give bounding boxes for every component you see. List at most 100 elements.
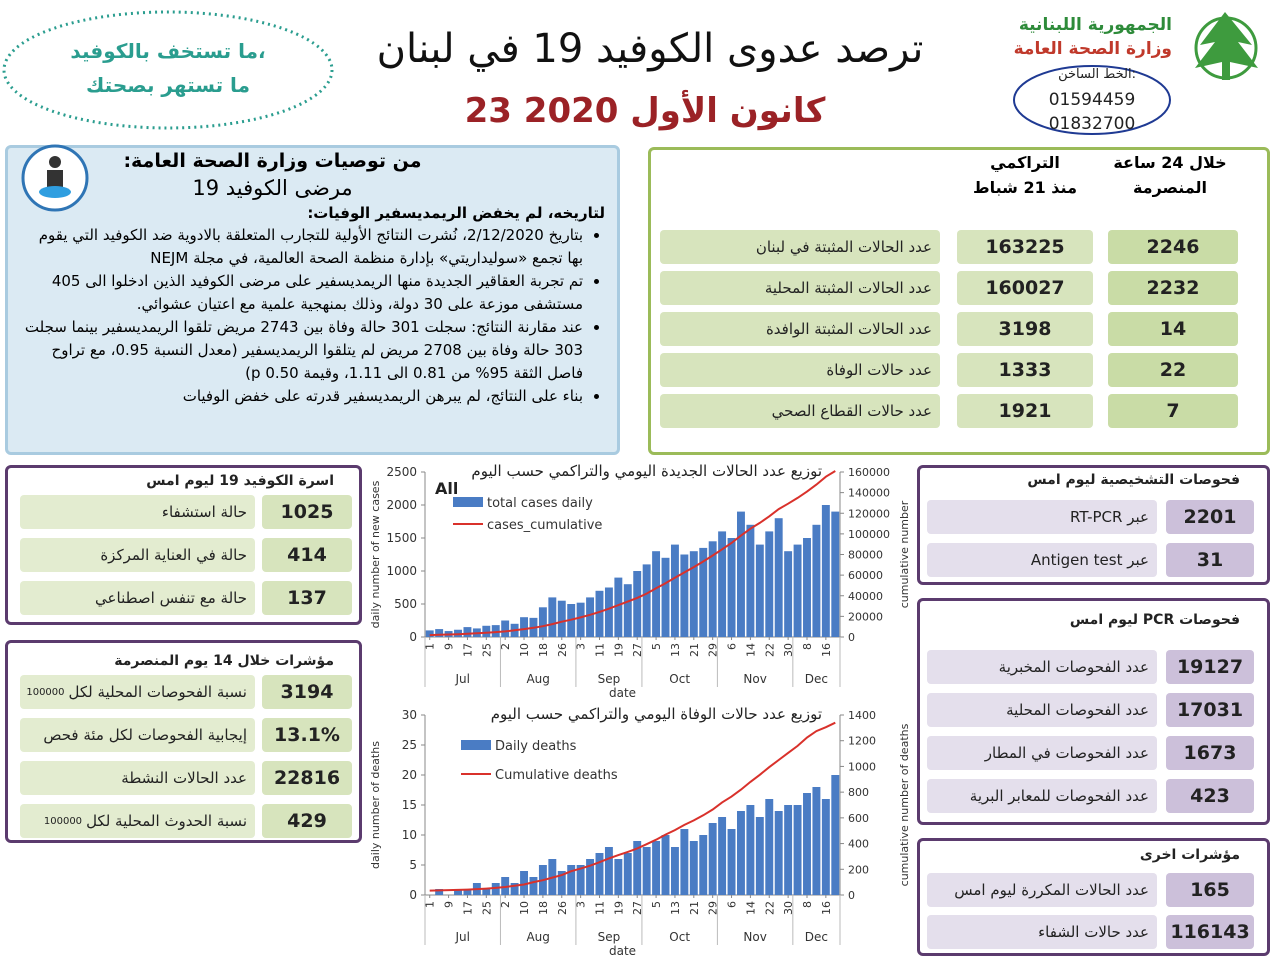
x-tick-label: 16 [820, 643, 833, 657]
rec-bullet: عند مقارنة النتائج: سجلت 301 حالة وفاة ب… [20, 316, 583, 385]
y2-tick-label: 1000 [848, 760, 876, 773]
row-label: عدد حالات الشفاء [927, 915, 1157, 949]
bar [604, 587, 613, 637]
bar [793, 805, 802, 895]
bar [708, 541, 717, 637]
row-label: عدد الحالات المثبتة المحلية [660, 271, 940, 305]
recommendations: من توصيات وزارة الصحة العامة: مرضى الكوف… [20, 150, 605, 408]
bar [604, 847, 613, 895]
row-value: 3194 [262, 675, 352, 709]
label-text: عبر RT-PCR [1069, 508, 1149, 526]
slogan-line: ما تستخف بالكوفيد، [70, 39, 265, 63]
y2-tick-label: 20000 [848, 610, 883, 623]
x-tick-label: 29 [707, 901, 720, 915]
cumulative-line [429, 470, 836, 637]
bar [623, 853, 632, 895]
bar [576, 602, 585, 637]
bar [821, 799, 830, 895]
label-text: عدد الفحوصات المخبرية [998, 658, 1149, 676]
x-tick-label: 5 [650, 901, 663, 908]
x-tick-label: 18 [537, 643, 550, 657]
x-tick-label: 2 [499, 643, 512, 650]
x-tick-label: 29 [707, 643, 720, 657]
col-header-line: التراكمي [990, 153, 1060, 172]
bar [520, 871, 528, 895]
bar [491, 883, 500, 895]
col-header-line: منذ 21 شباط [973, 178, 1077, 197]
bar [689, 551, 698, 637]
label-text: نسبة الفحوصات المحلية لكل [68, 683, 247, 701]
month-label: Sep [598, 930, 621, 944]
x-tick-label: 14 [744, 901, 757, 915]
row-label: عدد حالات القطاع الصحي [660, 394, 940, 428]
y2-tick-label: 60000 [848, 569, 883, 582]
x-tick-label: 13 [669, 901, 682, 915]
y-tick-label: 500 [394, 597, 417, 611]
x-tick-label: 14 [744, 643, 757, 657]
label-suffix: 100000 [43, 815, 83, 827]
x-tick-label: 30 [782, 643, 795, 657]
bar [737, 811, 745, 895]
row-label: حالة مع تنفس اصطناعي [20, 581, 255, 615]
hotline: 01832700 [1049, 114, 1136, 134]
y2-tick-label: 140000 [848, 487, 890, 500]
col-header-line: خلال 24 ساعة [1113, 153, 1227, 172]
y-tick-label: 0 [409, 630, 417, 644]
bar [595, 590, 604, 637]
bar [784, 551, 793, 637]
y2-tick-label: 1400 [848, 709, 876, 722]
rec-bullet: بناء على النتائج، لم يبرهن الريمديسفير ق… [20, 385, 583, 408]
bar [727, 829, 736, 895]
y-tick-label: 2500 [386, 465, 417, 479]
row-value: 160027 [957, 271, 1093, 305]
legend-swatch [453, 497, 483, 507]
bar [633, 841, 642, 895]
label-text: عدد الفحوصات للمعابر البرية [969, 787, 1149, 805]
bar [680, 829, 689, 895]
cases-chart: 0 500 1000 1500 2000 2500 0 20000 40000 60000 8000… [369, 462, 911, 700]
bar [803, 793, 811, 895]
row-value: 1025 [262, 495, 352, 529]
x-tick-label: 10 [518, 643, 531, 657]
y-axis-title: daily number of new cases [369, 480, 382, 628]
label-text: عدد الحالات المثبتة المحلية [764, 279, 932, 297]
bar [812, 787, 821, 895]
bar [548, 597, 557, 637]
row-label: عدد الحالات المثبتة الوافدة [660, 312, 940, 346]
bar [586, 859, 595, 895]
row-label: إيجابية الفحوصات لكل مئة فحص [20, 718, 255, 752]
bar [661, 835, 670, 895]
month-label: Jul [454, 672, 469, 686]
legend-label: Cumulative deaths [495, 768, 618, 783]
bar [623, 584, 632, 637]
row-value: 2201 [1166, 500, 1254, 534]
x-tick-label: 18 [537, 901, 550, 915]
x-tick-label: 22 [763, 643, 776, 657]
legend-label: cases_cumulative [487, 518, 602, 533]
row-value: 1673 [1166, 736, 1254, 770]
row-label: عدد الحالات النشطة [20, 761, 255, 795]
y-tick-label: 10 [402, 828, 417, 842]
x-tick-label: 21 [688, 643, 701, 657]
row-value: 414 [262, 538, 352, 572]
bar [699, 547, 708, 637]
y-axis-title: daily number of deaths [369, 741, 382, 869]
x-tick-label: 1 [424, 643, 437, 650]
cedar-logo [1194, 12, 1258, 80]
hotline: 01594459 [1049, 90, 1136, 110]
chart-title: توزيع عدد الحالات الجديدة اليومي والتراك… [471, 462, 822, 481]
x-tick-label: 27 [631, 643, 644, 657]
y-tick-label: 20 [402, 768, 417, 782]
y-tick-label: 5 [409, 858, 417, 872]
label-text: عبر Antigen test [1030, 551, 1149, 569]
row-label: حالة استشفاء [20, 495, 255, 529]
bar [586, 597, 595, 637]
annotation: All [435, 479, 458, 498]
x-tick-label: 25 [480, 643, 493, 657]
y2-axis-title: cumulative number of deaths [898, 723, 911, 886]
legend-label: total cases daily [487, 496, 593, 511]
label-text: عدد الفحوصات في المطار [984, 744, 1149, 762]
row-value: 31 [1166, 543, 1254, 577]
row-value: 22 [1108, 353, 1238, 387]
box-title: مؤشرات خلال 14 يوم المنصرمة [114, 653, 334, 669]
